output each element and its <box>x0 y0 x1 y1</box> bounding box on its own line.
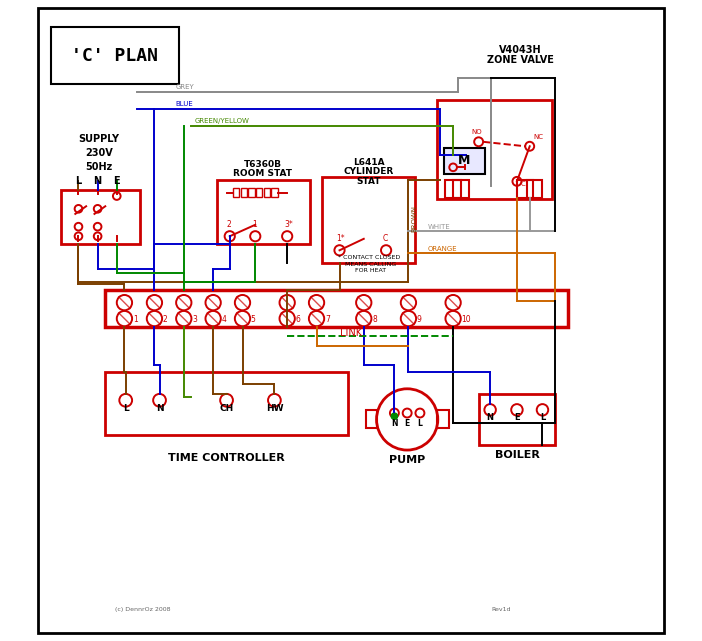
Text: 8: 8 <box>372 315 377 324</box>
Text: NO: NO <box>471 128 482 135</box>
Text: 10: 10 <box>461 315 471 324</box>
Text: Rev1d: Rev1d <box>491 607 511 612</box>
Text: (c) DennrOz 2008: (c) DennrOz 2008 <box>115 607 171 612</box>
Text: * CONTACT CLOSED: * CONTACT CLOSED <box>338 256 400 260</box>
Text: ROOM STAT: ROOM STAT <box>234 169 293 178</box>
Bar <box>256 188 263 197</box>
Text: BOILER: BOILER <box>494 450 539 460</box>
Text: 'C' PLAN: 'C' PLAN <box>72 47 159 65</box>
Text: LINK: LINK <box>340 328 362 338</box>
Text: GREY: GREY <box>176 85 194 90</box>
Text: STAT: STAT <box>357 177 381 186</box>
Text: M: M <box>458 154 470 167</box>
Text: 2: 2 <box>163 315 168 324</box>
Text: L: L <box>418 419 423 428</box>
Text: E: E <box>404 419 410 428</box>
Text: 1*: 1* <box>336 235 345 244</box>
Text: C: C <box>521 181 526 187</box>
Text: L: L <box>540 413 545 422</box>
Text: BLUE: BLUE <box>176 101 193 107</box>
Text: V4043H: V4043H <box>499 45 541 55</box>
Bar <box>263 188 270 197</box>
Text: CYLINDER: CYLINDER <box>344 167 394 176</box>
Text: SUPPLY: SUPPLY <box>79 133 119 144</box>
Text: ORANGE: ORANGE <box>428 246 457 252</box>
Text: 2: 2 <box>227 221 231 229</box>
FancyBboxPatch shape <box>444 148 485 174</box>
Bar <box>249 188 255 197</box>
Text: N: N <box>486 413 494 422</box>
Text: 4: 4 <box>221 315 226 324</box>
Text: E: E <box>514 413 519 422</box>
Text: N: N <box>391 419 397 428</box>
Text: ZONE VALVE: ZONE VALVE <box>486 55 554 65</box>
Text: L: L <box>75 176 81 187</box>
Text: MEANS CALLING: MEANS CALLING <box>341 262 397 267</box>
Text: 230V: 230V <box>85 148 113 158</box>
Text: 1: 1 <box>252 221 257 229</box>
Text: 7: 7 <box>325 315 330 324</box>
Text: NC: NC <box>533 133 543 140</box>
Text: 9: 9 <box>417 315 422 324</box>
Bar <box>241 188 247 197</box>
Text: 50Hz: 50Hz <box>85 162 112 172</box>
Text: WHITE: WHITE <box>428 224 451 229</box>
Circle shape <box>391 413 397 419</box>
Text: TIME CONTROLLER: TIME CONTROLLER <box>168 453 285 463</box>
Text: BROWN: BROWN <box>411 205 418 232</box>
Text: N: N <box>156 404 164 413</box>
Text: PUMP: PUMP <box>389 455 425 465</box>
Text: 6: 6 <box>296 315 300 324</box>
Bar <box>233 188 239 197</box>
Text: CH: CH <box>220 404 234 413</box>
Bar <box>271 188 277 197</box>
Text: T6360B: T6360B <box>244 160 282 169</box>
Text: 1: 1 <box>133 315 138 324</box>
Text: 3*: 3* <box>284 221 293 229</box>
Text: 5: 5 <box>251 315 256 324</box>
Text: FOR HEAT: FOR HEAT <box>351 268 386 273</box>
Text: L: L <box>123 404 128 413</box>
Text: HW: HW <box>265 404 283 413</box>
Text: E: E <box>114 176 120 187</box>
Text: 3: 3 <box>192 315 197 324</box>
Text: L641A: L641A <box>353 158 385 167</box>
Text: GREEN/YELLOW: GREEN/YELLOW <box>194 119 249 124</box>
Text: N: N <box>93 176 102 187</box>
Text: C: C <box>383 235 388 244</box>
